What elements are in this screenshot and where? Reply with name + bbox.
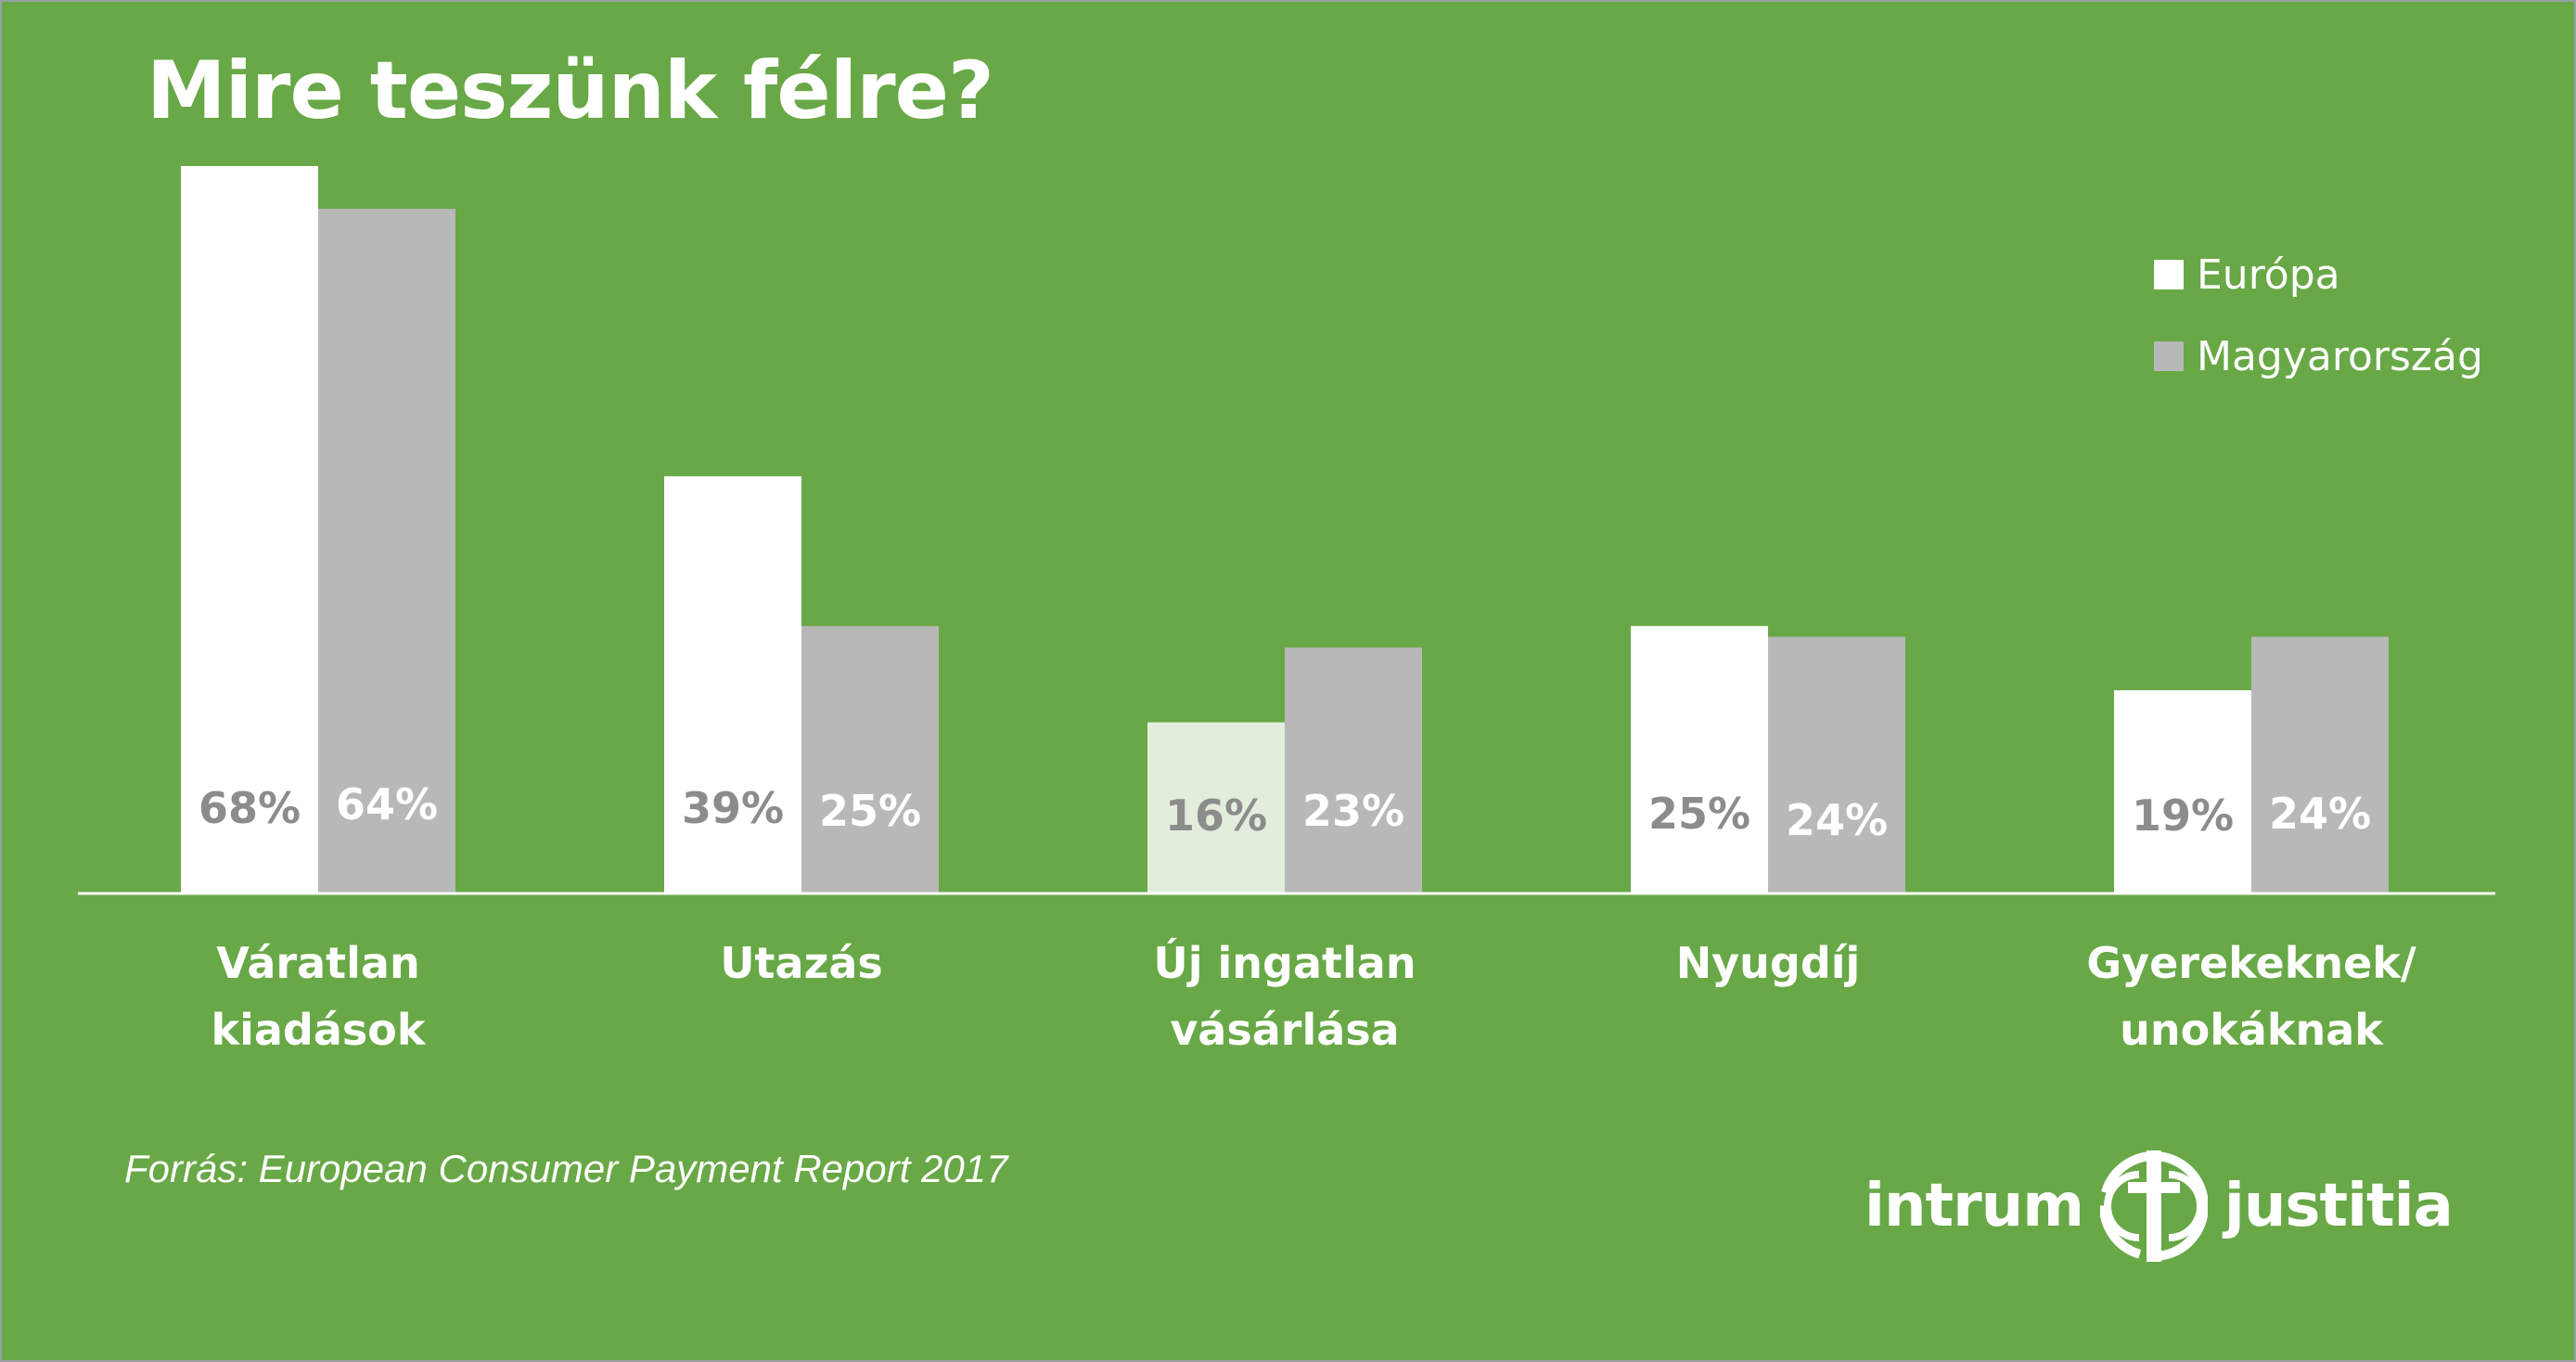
bar-hungary-3 — [1768, 636, 1905, 893]
data-label-hungary-0: 64% — [336, 779, 438, 829]
logo-word-left: intrum — [1865, 1172, 2084, 1240]
bars-group: 68% 64% 39% 25% 16% 23% 25% 24% 19% 24% — [181, 165, 2389, 893]
bar-hungary-0 — [318, 209, 455, 893]
legend-swatch-hungary — [2154, 341, 2184, 371]
category-label-2: Új ingatlan vásárlása — [1153, 938, 1416, 1055]
category-label-3: Nyugdíj — [1676, 938, 1861, 988]
legend: Európa Magyarország — [2154, 234, 2483, 397]
source-note: Forrás: European Consumer Payment Report… — [124, 1147, 1008, 1190]
bar-hungary-4 — [2251, 636, 2389, 893]
legend-item-europe: Európa — [2154, 234, 2483, 315]
bar-europe-0 — [181, 165, 318, 893]
bar-europe-3 — [1631, 625, 1768, 893]
data-label-hungary-3: 24% — [1786, 795, 1888, 845]
category-labels-group: Váratlan kiadások Utazás Új ingatlan vásárlá… — [211, 938, 2416, 1055]
data-label-hungary-2: 23% — [1302, 786, 1404, 836]
bar-hungary-2 — [1285, 647, 1422, 893]
data-label-europe-4: 19% — [2132, 790, 2234, 841]
legend-item-hungary: Magyarország — [2154, 315, 2483, 397]
bar-hungary-1 — [801, 625, 939, 893]
category-label-1: Utazás — [720, 938, 883, 988]
data-label-europe-2: 16% — [1165, 790, 1267, 841]
legend-label-hungary: Magyarország — [2197, 332, 2483, 380]
bar-europe-4 — [2114, 689, 2251, 893]
data-label-europe-0: 68% — [199, 783, 301, 833]
bar-europe-1 — [664, 476, 801, 893]
legend-label-europe: Európa — [2197, 251, 2340, 299]
bar-europe-2 — [1147, 722, 1285, 893]
intrum-justitia-logo: intrum justitia — [1865, 1150, 2454, 1262]
category-label-4: Gyerekeknek/unokáknak — [2086, 938, 2416, 1055]
data-label-europe-3: 25% — [1648, 789, 1750, 839]
logo-word-right: justitia — [2224, 1172, 2454, 1240]
legend-swatch-europe — [2154, 260, 2184, 289]
intrum-justitia-logo-icon — [2099, 1150, 2208, 1262]
data-label-europe-1: 39% — [682, 783, 784, 833]
data-label-hungary-4: 24% — [2269, 789, 2371, 839]
chart-title: Mire teszünk félre? — [147, 45, 994, 137]
category-label-0: Váratlan kiadások — [211, 938, 427, 1055]
data-label-hungary-1: 25% — [819, 786, 921, 836]
